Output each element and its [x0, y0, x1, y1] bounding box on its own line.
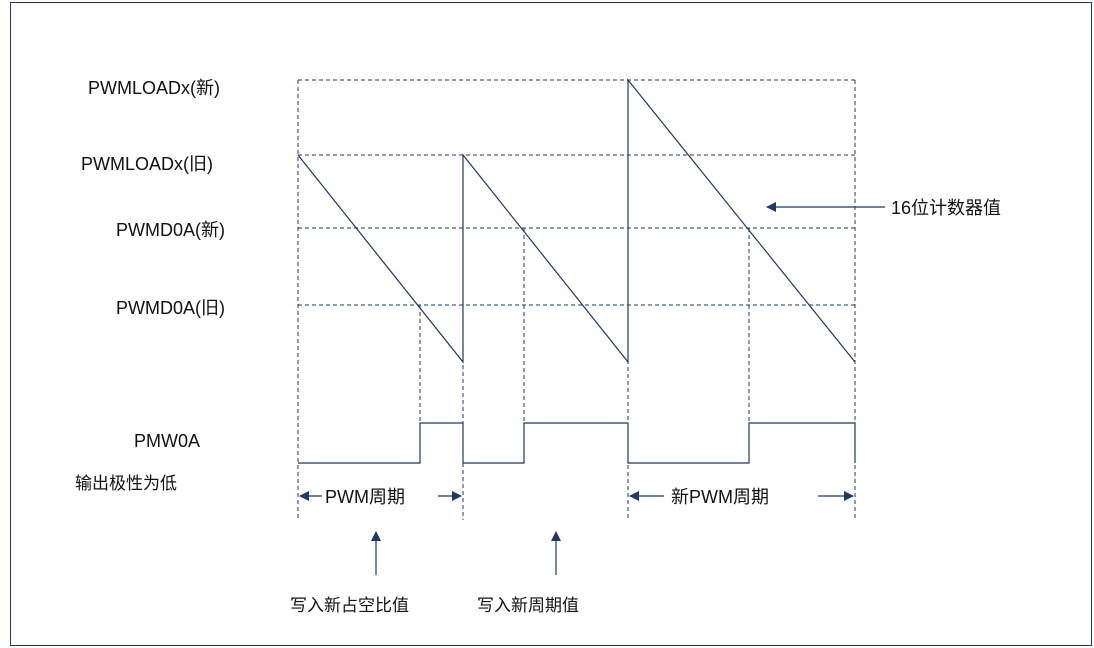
label-load-new: PWMLOADx(新)	[88, 78, 220, 98]
label-period: PWM周期	[325, 487, 405, 507]
label-d0a-old: PWMD0A(旧)	[116, 298, 225, 318]
label-counter: 16位计数器值	[891, 198, 1001, 218]
label-write-period: 写入新周期值	[477, 596, 579, 616]
counter-sawtooth	[297, 78, 856, 364]
label-d0a-new: PWMD0A(新)	[116, 220, 225, 240]
label-write-duty: 写入新占空比值	[290, 596, 409, 616]
label-output-polarity: 输出极性为低	[75, 474, 177, 494]
label-output: PMW0A	[134, 431, 200, 451]
pwm-output-waveform	[298, 422, 856, 464]
label-load-old: PWMLOADx(旧)	[81, 154, 213, 174]
label-new-period: 新PWM周期	[671, 487, 769, 507]
